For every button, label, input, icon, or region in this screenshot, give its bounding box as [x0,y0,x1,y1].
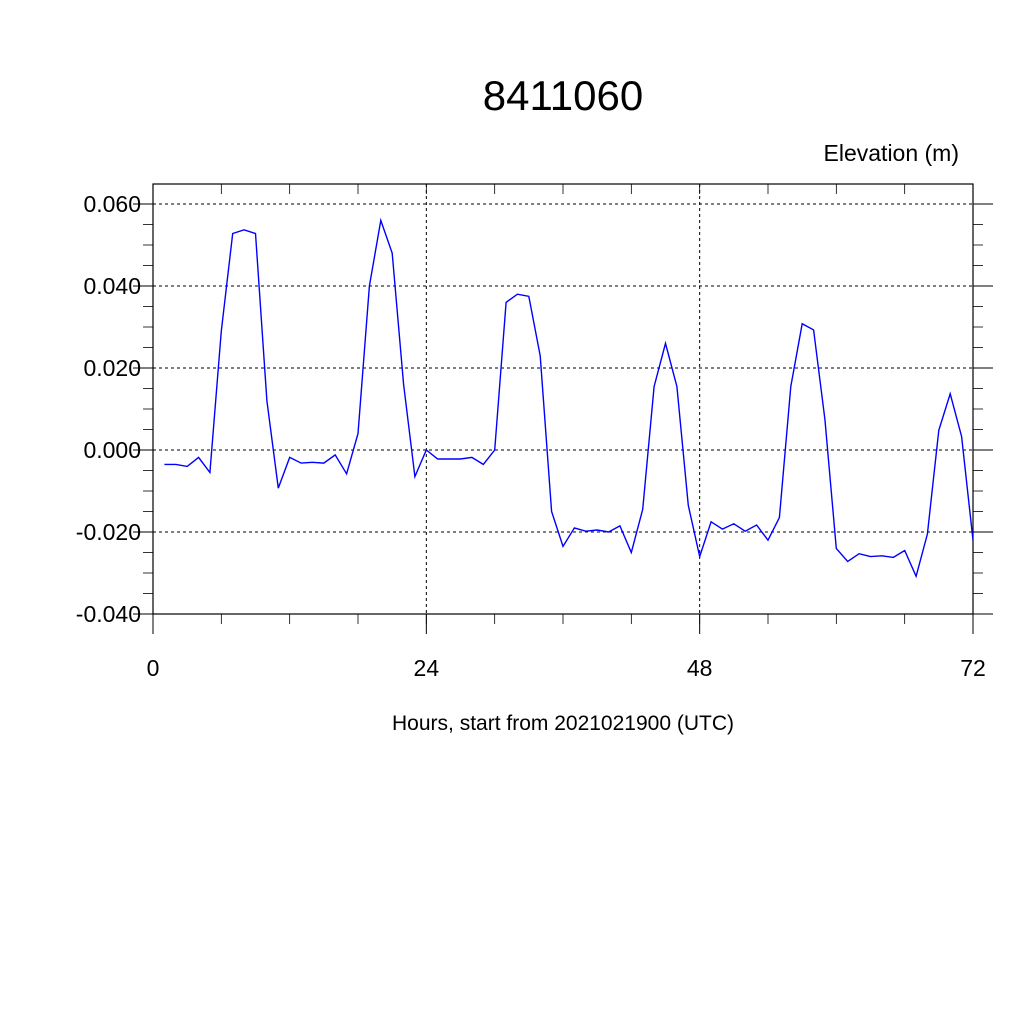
y-tick-label: 0.040 [83,273,141,299]
x-axis-label: Hours, start from 2021021900 (UTC) [392,712,734,735]
elevation-series-line [164,217,974,579]
plot-frame [152,183,974,615]
chart-title: 8411060 [483,72,643,119]
y-tick-label: 0.020 [83,355,141,381]
axis-ticks [133,184,993,634]
x-tick-label: 0 [147,655,160,681]
x-tick-label: 72 [960,655,986,681]
x-tick-label: 24 [414,655,440,681]
grid-lines [153,184,973,615]
y-tick-label: -0.040 [76,601,141,627]
y-tick-label: 0.060 [83,191,141,217]
tick-labels: -0.040 -0.020 0.000 0.020 0.040 0.060 0 24 48 72 [76,191,986,681]
series-layer [164,217,974,579]
y-tick-label: -0.020 [76,519,141,545]
x-tick-label: 48 [687,655,713,681]
y-tick-label: 0.000 [83,437,141,463]
chart-subtitle: Elevation (m) [824,140,959,166]
